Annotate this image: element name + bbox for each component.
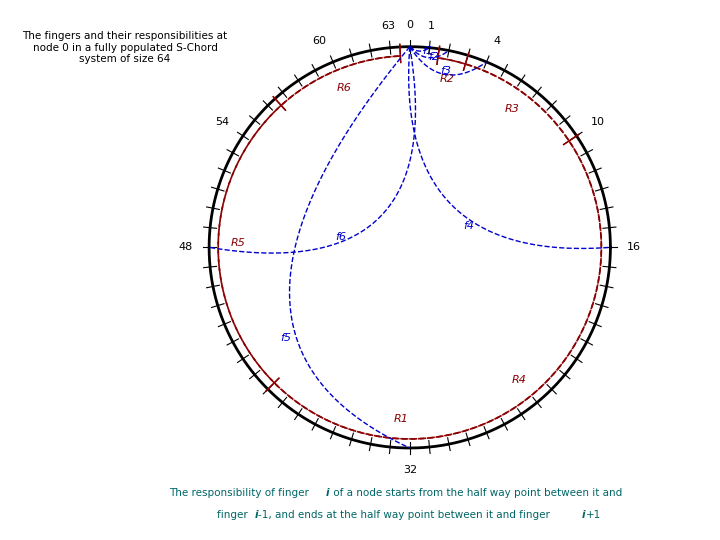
- Text: 16: 16: [627, 242, 642, 252]
- Text: 54: 54: [215, 117, 229, 126]
- Text: +1: +1: [585, 510, 600, 521]
- Text: R2: R2: [440, 75, 455, 84]
- Text: 63: 63: [382, 21, 395, 31]
- Text: 4: 4: [493, 36, 500, 46]
- Text: f1: f1: [422, 46, 433, 56]
- Text: 0: 0: [406, 20, 413, 30]
- Text: i: i: [254, 510, 258, 521]
- Text: f5: f5: [281, 333, 292, 343]
- Text: f3: f3: [440, 66, 451, 76]
- Text: 60: 60: [312, 36, 327, 46]
- Text: R6: R6: [336, 83, 351, 93]
- Text: f6: f6: [336, 232, 347, 242]
- Text: 1: 1: [428, 21, 435, 31]
- Text: of a node starts from the half way point between it and: of a node starts from the half way point…: [330, 488, 622, 498]
- Text: R4: R4: [511, 375, 526, 386]
- Text: 32: 32: [402, 465, 417, 475]
- Text: R1: R1: [394, 414, 409, 424]
- Text: The fingers and their responsibilities at
node 0 in a fully populated S-Chord
sy: The fingers and their responsibilities a…: [22, 31, 228, 64]
- Text: f2: f2: [428, 52, 440, 62]
- Text: The responsibility of finger: The responsibility of finger: [169, 488, 312, 498]
- Text: R3: R3: [505, 104, 520, 114]
- Text: -1, and ends at the half way point between it and finger: -1, and ends at the half way point betwe…: [258, 510, 554, 521]
- Text: i: i: [326, 488, 330, 498]
- Text: i: i: [582, 510, 585, 521]
- Text: 10: 10: [590, 117, 605, 126]
- Text: 48: 48: [178, 242, 192, 252]
- Text: finger: finger: [217, 510, 251, 521]
- Text: f4: f4: [464, 221, 474, 231]
- Text: R5: R5: [230, 238, 245, 248]
